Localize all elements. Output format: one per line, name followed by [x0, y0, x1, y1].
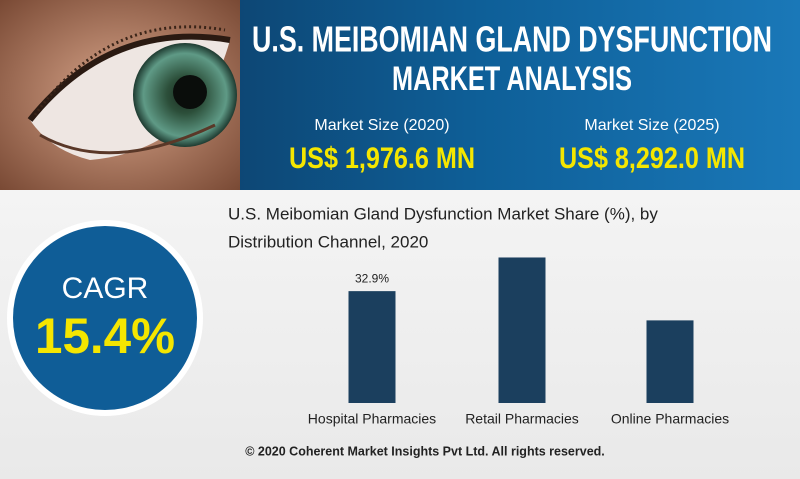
- market-size-label: Market Size (2025): [584, 117, 719, 134]
- x-tick-label: Hospital Pharmacies: [308, 411, 436, 427]
- cagr-value: 15.4%: [35, 308, 175, 364]
- x-tick-label: Online Pharmacies: [611, 411, 729, 427]
- value-label: 32.9%: [355, 271, 389, 285]
- cagr-label: CAGR: [62, 272, 149, 305]
- footer: © 2020 Coherent Market Insights Pvt Ltd.…: [245, 444, 605, 458]
- bar: [348, 291, 396, 403]
- title: U.S. MEIBOMIAN GLAND DYSFUNCTION: [252, 19, 772, 60]
- market-size-value: US$ 8,292.0 MN: [559, 142, 745, 175]
- cagr-circle: [13, 226, 197, 410]
- x-tick-label: Retail Pharmacies: [465, 411, 579, 427]
- market-size-label: Market Size (2020): [314, 117, 449, 134]
- title: MARKET ANALYSIS: [392, 60, 632, 98]
- eye-image: [0, 0, 240, 190]
- market-size-value: US$ 1,976.6 MN: [289, 142, 475, 175]
- bar: [646, 320, 694, 403]
- chart-title: U.S. Meibomian Gland Dysfunction Market …: [228, 204, 658, 223]
- chart-title: Distribution Channel, 2020: [228, 232, 428, 251]
- bar: [498, 257, 546, 403]
